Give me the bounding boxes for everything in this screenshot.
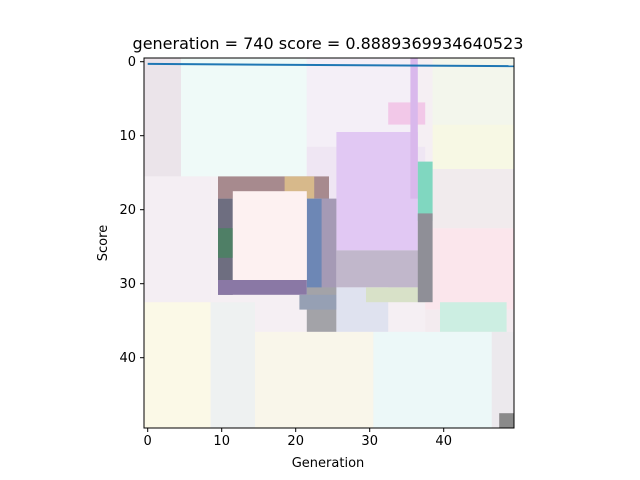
- image-patch: [336, 250, 426, 288]
- image-patch: [181, 58, 307, 177]
- image-patch: [255, 331, 374, 428]
- image-patch: [373, 331, 492, 428]
- y-tick-label: 20: [119, 203, 136, 218]
- x-axis-label: Generation: [292, 456, 365, 471]
- image-patch: [366, 287, 426, 303]
- image-patch: [425, 228, 514, 310]
- image-patch: [144, 302, 211, 428]
- image-patch: [491, 331, 514, 428]
- x-tick-label: 10: [213, 434, 230, 449]
- image-patch: [210, 302, 255, 428]
- image-patch: [299, 294, 337, 310]
- image-patch: [499, 413, 514, 428]
- image-patch: [417, 161, 433, 221]
- y-axis-label: Score: [96, 225, 111, 261]
- image-patches: [144, 58, 514, 428]
- axes-frame: [143, 57, 515, 429]
- y-tick-label: 40: [119, 351, 136, 366]
- x-tick-label: 0: [144, 434, 152, 449]
- image-patch: [232, 191, 307, 280]
- image-patch: [432, 58, 514, 125]
- image-patch: [144, 58, 181, 177]
- image-patch: [218, 228, 233, 258]
- chart-title: generation = 740 score = 0.8889369934640…: [133, 34, 524, 53]
- image-patch: [417, 213, 433, 303]
- y-axis-ticks: 0 10 20 30 40: [119, 55, 144, 366]
- y-tick-label: 30: [119, 277, 136, 292]
- image-patch: [410, 58, 418, 199]
- x-tick-label: 40: [435, 434, 452, 449]
- image-patch: [321, 198, 337, 295]
- image-patch: [218, 280, 307, 295]
- image-patch: [336, 132, 418, 251]
- x-axis-ticks: 0 10 20 30 40: [144, 428, 452, 449]
- image-patch: [144, 176, 211, 303]
- y-tick-label: 0: [128, 55, 136, 70]
- image-patch: [388, 102, 426, 125]
- image-patch: [425, 169, 514, 229]
- heatmap-image: [144, 58, 515, 428]
- image-patch: [440, 302, 507, 332]
- image-patch: [432, 124, 514, 169]
- x-tick-label: 30: [361, 434, 378, 449]
- series-line: [147, 62, 515, 68]
- x-tick-label: 20: [287, 434, 304, 449]
- y-tick-label: 10: [119, 129, 136, 144]
